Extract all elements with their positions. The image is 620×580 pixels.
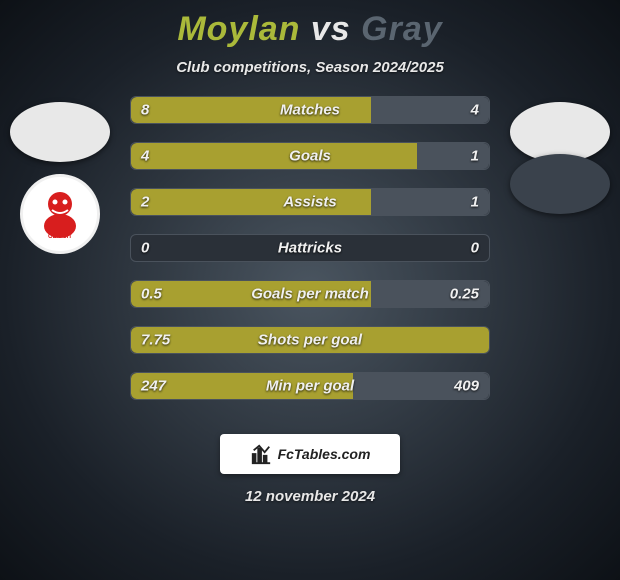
stat-label: Min per goal <box>131 378 489 395</box>
club-crest-icon: OLN CIT <box>30 184 90 244</box>
stat-bar-row: 84Matches <box>130 96 490 124</box>
title-player2: Gray <box>361 10 443 48</box>
stat-bar-row: 41Goals <box>130 142 490 170</box>
club-logo: OLN CIT <box>20 174 100 254</box>
player2-avatar <box>510 102 610 162</box>
stat-label: Assists <box>131 194 489 211</box>
brand-text: FcTables.com <box>278 446 371 462</box>
title-vs: vs <box>311 10 351 48</box>
subtitle: Club competitions, Season 2024/2025 <box>0 59 620 76</box>
stat-bar-row: 0.50.25Goals per match <box>130 280 490 308</box>
title-player1: Moylan <box>177 10 300 48</box>
brand-chip[interactable]: FcTables.com <box>220 434 400 474</box>
stat-bars: 84Matches 41Goals 21Assists 00Hattricks 0.50… <box>130 96 490 418</box>
stat-label: Shots per goal <box>131 332 489 349</box>
player1-avatar <box>10 102 110 162</box>
svg-text:OLN CIT: OLN CIT <box>48 234 72 240</box>
chart-icon <box>250 443 272 465</box>
comparison-area: OLN CIT 84Matches 41Goals 21Assists 00Hattr… <box>0 96 620 426</box>
date-label: 12 november 2024 <box>0 488 620 505</box>
stat-bar-row: 7.75Shots per goal <box>130 326 490 354</box>
stat-bar-row: 247409Min per goal <box>130 372 490 400</box>
stat-label: Hattricks <box>131 240 489 257</box>
stat-bar-row: 21Assists <box>130 188 490 216</box>
stat-label: Goals per match <box>131 286 489 303</box>
player2-avatar-shadow <box>510 154 610 214</box>
stat-bar-row: 00Hattricks <box>130 234 490 262</box>
stat-label: Matches <box>131 102 489 119</box>
stat-label: Goals <box>131 148 489 165</box>
page-title: Moylan vs Gray <box>0 10 620 49</box>
